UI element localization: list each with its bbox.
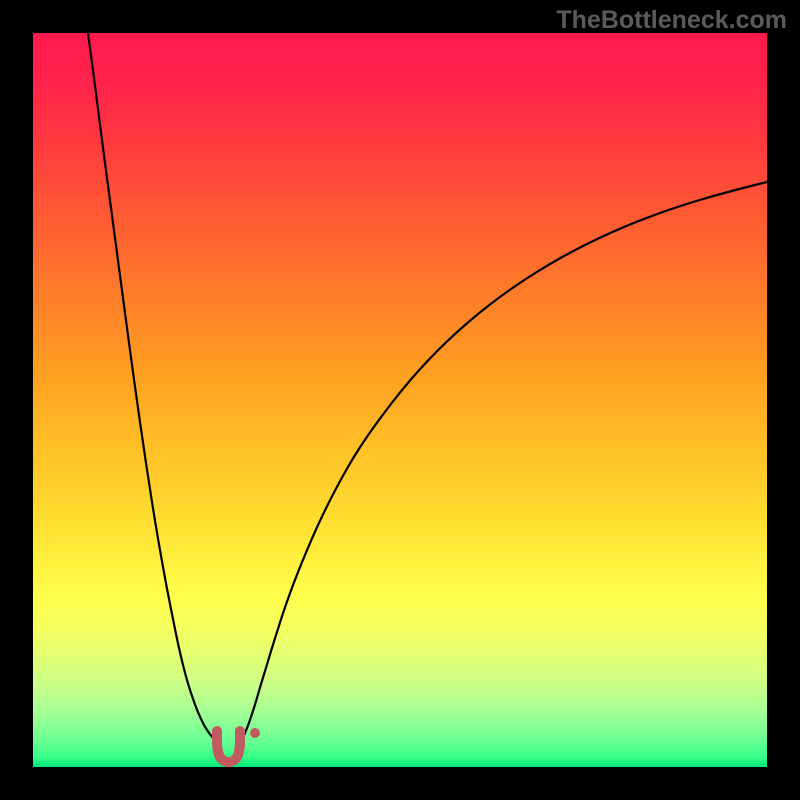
left-curve <box>88 33 216 741</box>
curves-layer <box>33 33 767 767</box>
right-curve <box>242 182 767 740</box>
u-shape-dot <box>250 728 260 738</box>
u-shape-marker <box>217 731 240 762</box>
chart-container: TheBottleneck.com <box>0 0 800 800</box>
plot-area <box>33 33 767 767</box>
watermark-text: TheBottleneck.com <box>556 6 787 35</box>
